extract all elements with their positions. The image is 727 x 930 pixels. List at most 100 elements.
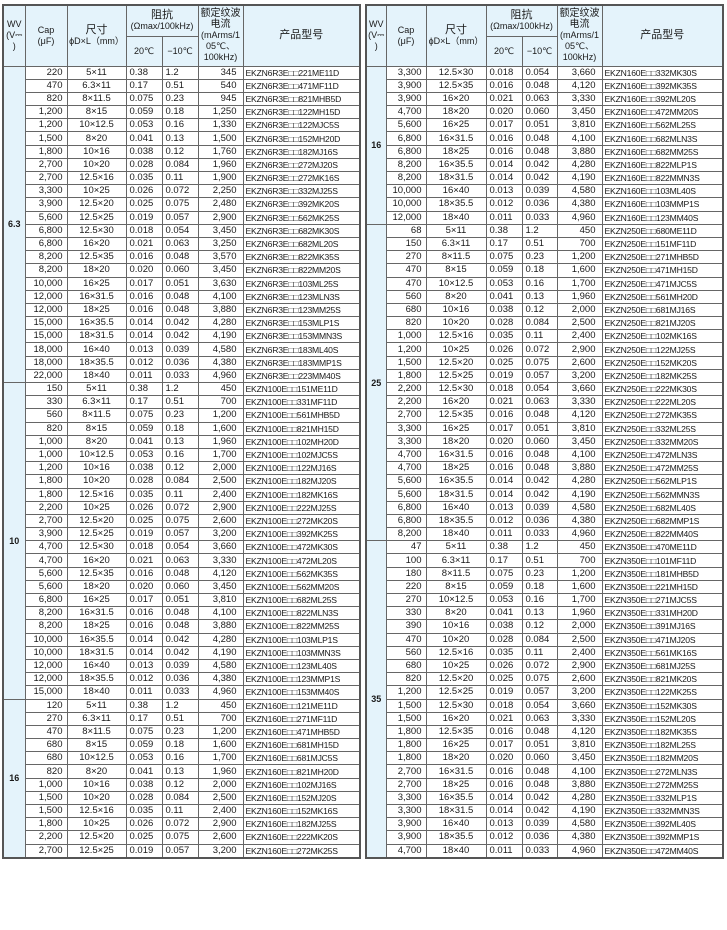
size-cell: 10×25 — [66, 184, 127, 199]
part-suffix: 561MH20D — [655, 291, 698, 302]
table-row: 3,900 16×20 0.021 0.063 3,330 EKZN160E□□392ML… — [366, 91, 724, 107]
table-row: 12,000 18×25 0.016 0.048 3,880 EKZN6R3E□□123M… — [3, 302, 361, 318]
impedance-minus10c-cell: 0.036 — [161, 355, 199, 370]
ripple-cell: 1,900 — [197, 170, 244, 186]
table-row: 1,800 18×20 0.020 0.060 3,450 EKZN350E□□182MM… — [366, 751, 724, 766]
impedance-20c-cell: 0.028 — [485, 632, 523, 647]
part-number-cell: EKZN6R3E□□123MLN3S — [242, 289, 361, 304]
impedance-minus10c-cell: 0.039 — [521, 184, 558, 199]
spec-table-right: WV (V⎓) Cap (μF) 尺寸 ϕD×L（mm） 阻抗 (Ωmax/100kHz… — [365, 4, 724, 859]
part-prefix: EKZN350E□□ — [604, 806, 657, 817]
table-row: 3,300 10×25 0.026 0.072 2,250 EKZN6R3E□□332MJ… — [3, 184, 361, 199]
impedance-20c-cell: 0.016 — [485, 724, 523, 740]
cap-cell: 1,800 — [385, 738, 427, 753]
impedance-20c-cell: 0.013 — [485, 184, 523, 199]
impedance-20c-cell: 0.016 — [125, 289, 163, 304]
cap-cell: 2,200 — [385, 381, 427, 397]
size-cell: 8×20 — [66, 764, 127, 779]
ripple-cell: 3,880 — [556, 461, 603, 476]
part-suffix: 122MH15D — [298, 107, 341, 118]
ripple-cell: 3,880 — [197, 619, 244, 634]
size-cell: 18×31.5 — [425, 803, 487, 819]
table-row: 2,700 12.5×20 0.025 0.075 2,600 EKZN100E□□272… — [3, 513, 361, 529]
table-row: 100 6.3×11 0.17 0.51 700 EKZN350E□□101MF11D — [366, 553, 724, 568]
impedance-minus10c-cell: 0.12 — [161, 144, 199, 159]
ripple-cell: 2,480 — [197, 197, 244, 212]
ripple-cell: 3,880 — [556, 777, 603, 792]
table-row: 1,200 12.5×25 0.019 0.057 3,200 EKZN350E□□122… — [366, 685, 724, 700]
table-row: 2,200 12.5×20 0.025 0.075 2,600 EKZN160E□□222… — [3, 830, 361, 845]
table-row: 1,500 16×20 0.021 0.063 3,330 EKZN350E□□152ML… — [366, 711, 724, 726]
cap-cell: 1,800 — [24, 817, 68, 832]
ripple-cell: 3,660 — [556, 65, 603, 80]
part-suffix: 392ML20S — [655, 93, 696, 104]
ripple-cell: 4,190 — [197, 645, 244, 660]
table-row: 220 8×15 0.059 0.18 1,600 EKZN350E□□221MH15D — [366, 579, 724, 595]
part-number-cell: EKZN250E□□472MLN3S — [601, 447, 724, 463]
impedance-20c-cell: 0.017 — [485, 421, 523, 436]
impedance-minus10c-cell: 0.23 — [161, 724, 199, 740]
impedance-minus10c-cell: 0.048 — [161, 566, 199, 581]
part-suffix: 472ML20S — [296, 555, 337, 566]
ripple-cell: 4,380 — [556, 830, 603, 845]
table-row: 8,200 18×25 0.016 0.048 3,880 EKZN100E□□822MM… — [3, 619, 361, 634]
ripple-cell: 4,580 — [197, 342, 244, 357]
impedance-minus10c-cell: 1.2 — [521, 540, 558, 555]
table-row: 680 10×12.5 0.053 0.16 1,700 EKZN160E□□681MJC… — [3, 751, 361, 766]
part-number-cell: EKZN6R3E□□152MH20D — [242, 131, 361, 146]
impedance-20c-cell: 0.059 — [485, 263, 523, 278]
table-row: 25 68 5×11 0.38 1.2 450 EKZN250E□□680ME11D — [365, 223, 724, 542]
part-prefix: EKZN6R3E□□ — [245, 265, 299, 276]
cap-cell: 3,900 — [385, 817, 427, 832]
cap-cell: 820 — [24, 764, 68, 779]
size-cell: 18×31.5 — [66, 329, 127, 344]
impedance-20c-cell: 0.019 — [485, 685, 523, 700]
ripple-cell: 4,960 — [197, 368, 244, 384]
cap-cell: 47 — [385, 540, 427, 555]
ripple-cell: 4,280 — [556, 157, 603, 173]
impedance-minus10c-cell: 0.063 — [161, 236, 199, 252]
size-cell: 5×11 — [66, 65, 127, 80]
table-row: 4,700 18×20 0.020 0.060 3,450 EKZN160E□□472MM… — [366, 105, 724, 120]
part-number-cell: EKZN6R3E□□392MK20S — [242, 197, 361, 212]
size-cell: 12.5×20 — [425, 355, 487, 370]
table-row: 22,000 18×40 0.011 0.033 4,960 EKZN6R3E□□223M… — [3, 368, 361, 384]
part-prefix: EKZN250E□□ — [604, 384, 657, 395]
size-cell: 10×12.5 — [66, 118, 127, 133]
size-cell: 16×20 — [425, 395, 487, 410]
part-suffix: 271MHB5D — [655, 252, 699, 263]
table-row: 820 8×15 0.059 0.18 1,600 EKZN100E□□821MH15D — [3, 421, 361, 436]
cap-cell: 470 — [385, 276, 427, 291]
table-row: 3,300 18×20 0.020 0.060 3,450 EKZN250E□□332MM… — [366, 434, 724, 449]
cap-cell: 560 — [385, 645, 427, 660]
part-number-cell: EKZN250E□□122MJ25S — [601, 342, 724, 357]
size-cell: 18×25 — [425, 461, 487, 476]
size-cell: 18×40 — [425, 210, 487, 225]
size-cell: 18×20 — [425, 751, 487, 766]
part-prefix: EKZN350E□□ — [604, 661, 657, 672]
impedance-20c-cell: 0.021 — [485, 91, 523, 107]
part-prefix: EKZN250E□□ — [604, 265, 657, 276]
impedance-20c-cell: 0.38 — [125, 381, 163, 397]
ripple-cell: 4,120 — [556, 408, 603, 423]
part-prefix: EKZN6R3E□□ — [245, 304, 299, 315]
size-cell: 16×31.5 — [425, 447, 487, 463]
header-ripple-unit: (mArms/105℃、100kHz) — [201, 30, 240, 63]
part-prefix: EKZN100E□□ — [245, 463, 298, 474]
size-cell: 12.5×20 — [66, 197, 127, 212]
part-suffix: 682ML25S — [296, 595, 337, 606]
table-row: 1,200 8×15 0.059 0.18 1,250 EKZN6R3E□□122MH15… — [3, 105, 361, 120]
ripple-cell: 3,330 — [556, 91, 603, 107]
part-suffix: 152MK20S — [655, 357, 697, 368]
part-suffix: 681MJ25S — [655, 661, 696, 672]
impedance-minus10c-cell: 0.039 — [521, 500, 558, 515]
table-row: 10,000 18×31.5 0.014 0.042 4,190 EKZN100E□□10… — [3, 645, 361, 660]
part-prefix: EKZN350E□□ — [604, 595, 657, 606]
impedance-20c-cell: 0.053 — [125, 447, 163, 463]
header-minus10c: −10℃ — [521, 35, 558, 67]
part-number-cell: EKZN160E□□103MMP1S — [601, 197, 724, 212]
cap-cell: 3,300 — [385, 790, 427, 806]
part-prefix: EKZN6R3E□□ — [245, 146, 299, 157]
part-suffix: 472MM40S — [655, 845, 699, 856]
impedance-minus10c-cell: 0.048 — [161, 302, 199, 318]
